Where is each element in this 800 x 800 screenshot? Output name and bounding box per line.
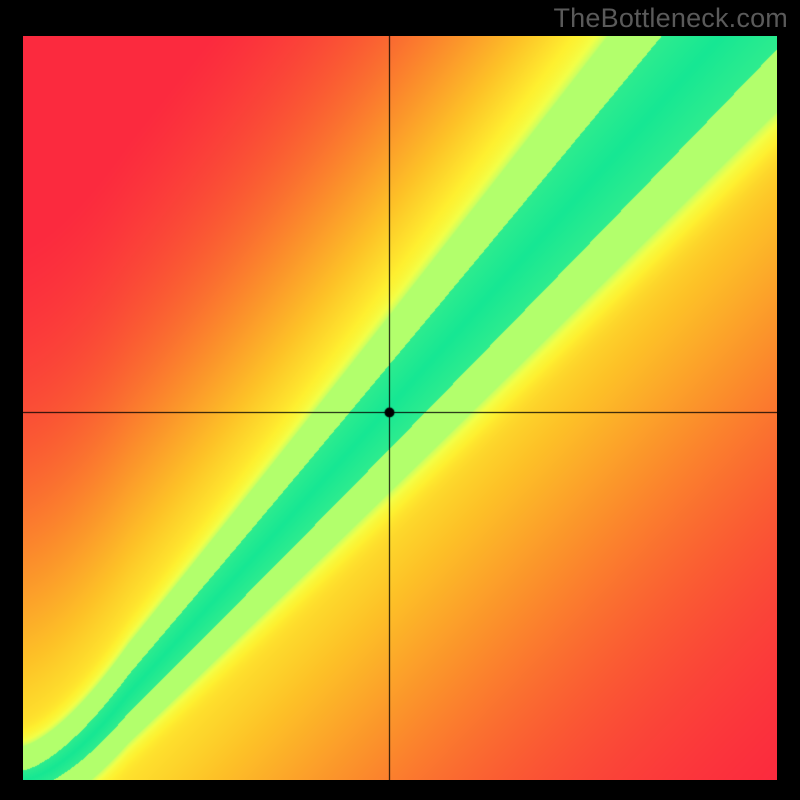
bottleneck-heatmap bbox=[23, 36, 777, 780]
watermark-text: TheBottleneck.com bbox=[553, 3, 788, 34]
figure-container: TheBottleneck.com bbox=[0, 0, 800, 800]
